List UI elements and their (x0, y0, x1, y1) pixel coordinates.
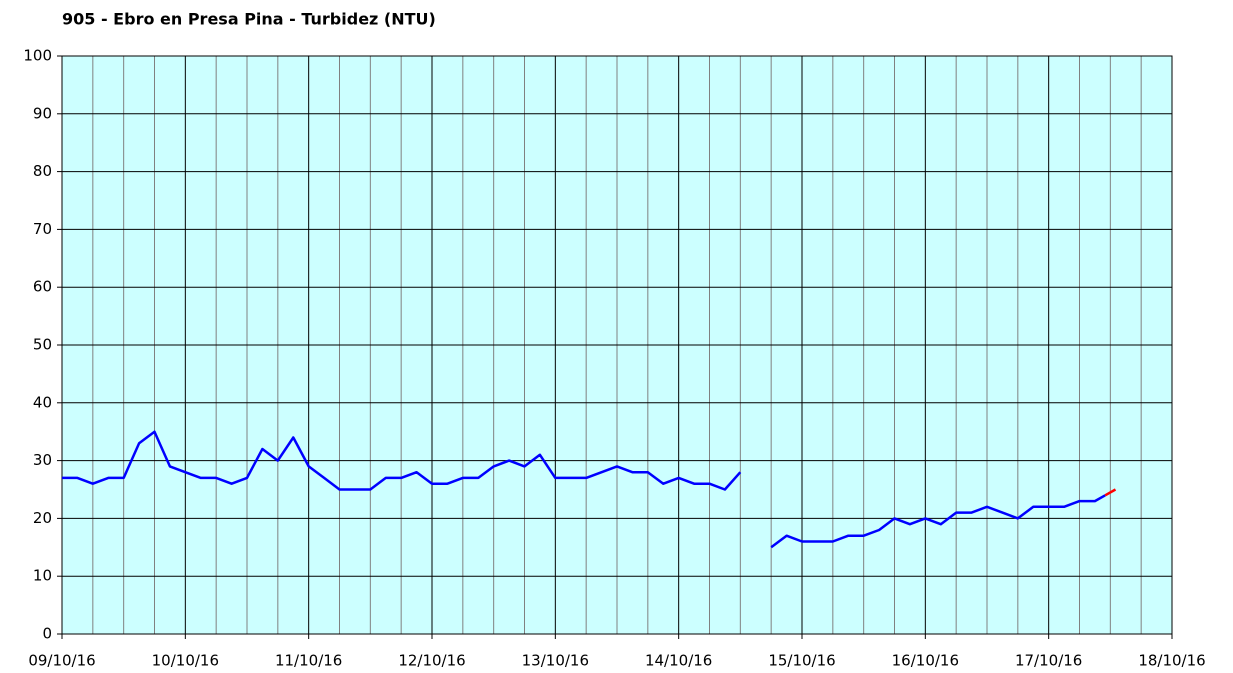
x-tick-label: 13/10/16 (522, 652, 589, 670)
y-tick-label: 60 (33, 278, 52, 296)
chart-title: 905 - Ebro en Presa Pina - Turbidez (NTU… (62, 10, 436, 29)
y-tick-label: 10 (33, 567, 52, 585)
x-tick-label: 15/10/16 (768, 652, 835, 670)
x-tick-label: 12/10/16 (398, 652, 465, 670)
y-tick-label: 50 (33, 336, 52, 354)
x-tick-label: 10/10/16 (152, 652, 219, 670)
plot-border (61, 55, 1173, 635)
y-tick-label: 90 (33, 104, 52, 122)
data-line (62, 430, 742, 491)
x-tick-label: 09/10/16 (28, 652, 95, 670)
data-line (770, 494, 1106, 549)
y-tick-label: 100 (23, 47, 52, 65)
y-tick-label: 20 (33, 509, 52, 527)
y-tick-label: 40 (33, 393, 52, 411)
y-tick-label: 70 (33, 220, 52, 238)
x-tick-label: 11/10/16 (275, 652, 342, 670)
y-tick-label: 0 (42, 625, 52, 643)
x-tick-label: 14/10/16 (645, 652, 712, 670)
y-tick-label: 30 (33, 451, 52, 469)
x-tick-label: 18/10/16 (1138, 652, 1205, 670)
data-line (1104, 488, 1117, 497)
y-tick-label: 80 (33, 162, 52, 180)
x-tick-label: 17/10/16 (1015, 652, 1082, 670)
x-tick-label: 16/10/16 (892, 652, 959, 670)
